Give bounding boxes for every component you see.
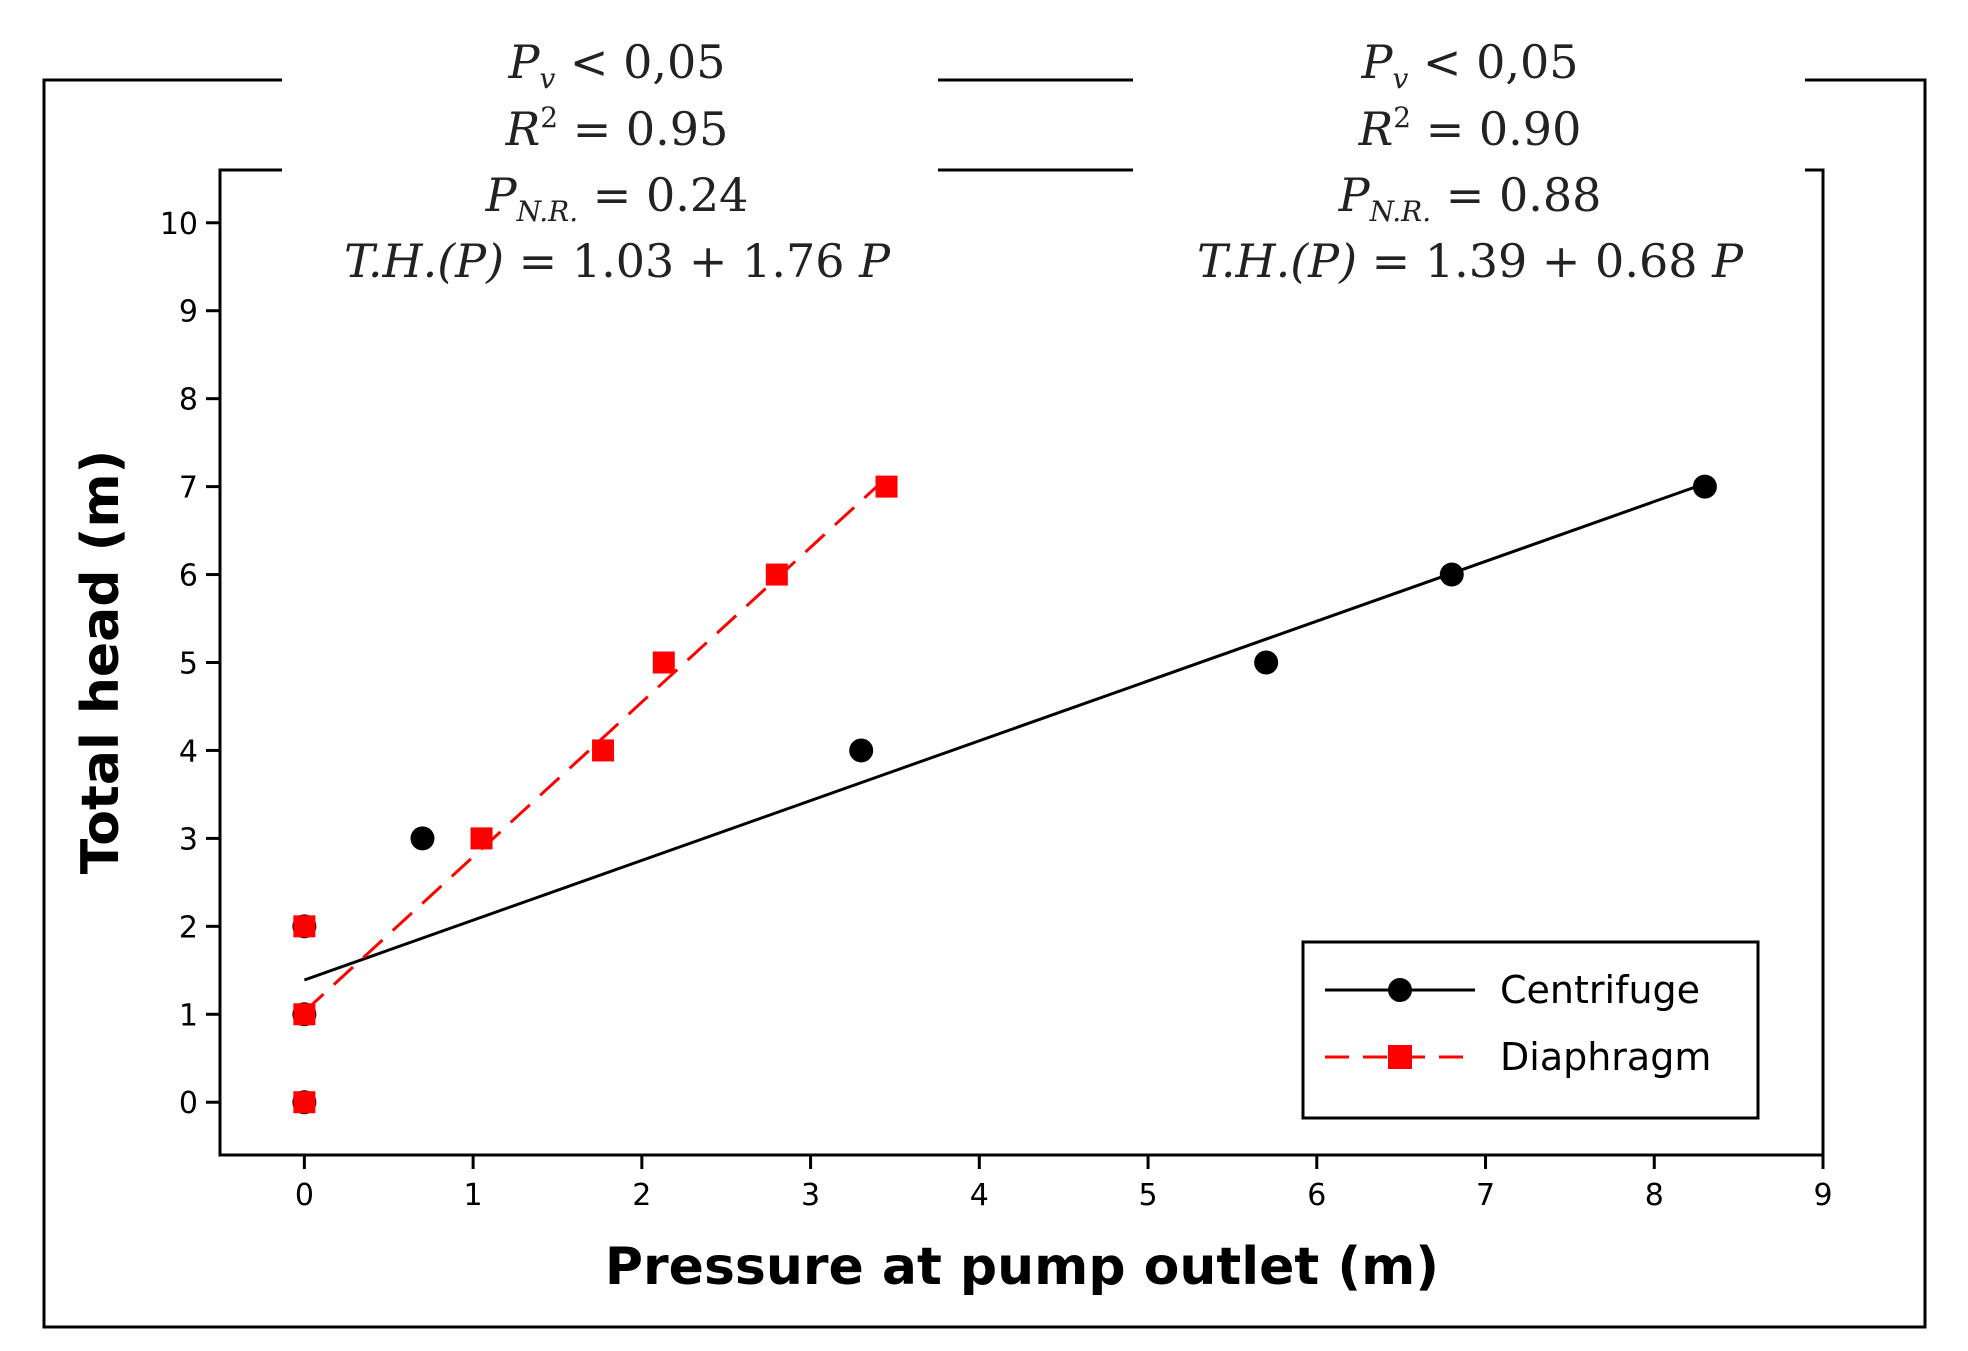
x-tick-label: 9	[1813, 1178, 1832, 1213]
axes: 0 1 2 3 4 5 6 7 8 9 0 1 2 3 4 5 6 7 8 9 10	[160, 207, 1833, 1213]
y-tick-label: 5	[179, 647, 198, 682]
plot-frame	[218, 168, 1825, 1157]
legend: Centrifuge Diaphragm	[1301, 940, 1760, 1120]
annotation-left: Pv < 0,05 R2 = 0.95 PN.R. = 0.24 T.H.(P)…	[344, 35, 891, 288]
x-tick-label: 5	[1139, 1178, 1158, 1213]
equation-left: T.H.(P) = 1.03 + 1.76 P	[344, 234, 891, 288]
legend-diaphragm-label: Diaphragm	[1500, 1035, 1711, 1079]
diaphragm-point	[293, 1003, 316, 1026]
legend-centrifuge-label: Centrifuge	[1500, 968, 1700, 1012]
x-tick-label: 2	[632, 1178, 651, 1213]
diaphragm-point	[293, 1091, 316, 1114]
y-axis-title: Total head (m)	[71, 450, 131, 875]
diaphragm-point	[293, 915, 316, 938]
pv-right: Pv < 0,05	[1361, 35, 1579, 95]
legend-diaphragm-marker	[1388, 1045, 1412, 1069]
annotation-right: Pv < 0,05 R2 = 0.90 PN.R. = 0.88 T.H.(P)…	[1197, 35, 1744, 288]
r2-left: R2 = 0.95	[505, 101, 729, 156]
x-tick-label: 0	[295, 1178, 314, 1213]
centrifuge-point	[1439, 562, 1464, 587]
outer-frame	[42, 78, 1927, 1329]
diaphragm-point	[875, 475, 898, 498]
legend-centrifuge-marker	[1388, 978, 1412, 1002]
pv-left: Pv < 0,05	[508, 35, 726, 95]
centrifuge-point	[1692, 474, 1717, 499]
r2-right: R2 = 0.90	[1358, 101, 1582, 156]
y-tick-label: 6	[179, 559, 198, 594]
x-axis-title: Pressure at pump outlet (m)	[605, 1237, 1439, 1297]
y-tick-label: 7	[179, 471, 198, 506]
x-tick-label: 8	[1645, 1178, 1664, 1213]
y-tick-label: 0	[179, 1086, 198, 1121]
centrifuge-fit-line	[303, 482, 1706, 982]
x-tick-label: 4	[970, 1178, 989, 1213]
x-tick-label: 7	[1476, 1178, 1495, 1213]
diaphragm-point	[765, 563, 788, 586]
equation-right: T.H.(P) = 1.39 + 0.68 P	[1197, 234, 1744, 288]
x-tick-label: 1	[464, 1178, 483, 1213]
y-tick-label: 10	[160, 207, 198, 242]
pnr-left: PN.R. = 0.24	[485, 168, 749, 228]
y-tick-label: 8	[179, 383, 198, 418]
centrifuge-point	[410, 826, 435, 851]
x-tick-label: 3	[801, 1178, 820, 1213]
diaphragm-point	[652, 651, 675, 674]
y-tick-label: 1	[179, 998, 198, 1033]
pnr-right: PN.R. = 0.88	[1338, 168, 1602, 228]
diaphragm-point	[592, 739, 615, 762]
diaphragm-point	[470, 827, 493, 850]
y-tick-label: 2	[179, 910, 198, 945]
fit-lines	[303, 476, 1706, 1013]
data-markers	[292, 474, 1717, 1115]
y-tick-label: 3	[179, 822, 198, 857]
x-tick-label: 6	[1307, 1178, 1326, 1213]
centrifuge-point	[849, 738, 874, 763]
y-tick-label: 4	[179, 734, 198, 769]
centrifuge-point	[1254, 650, 1279, 675]
diaphragm-fit-line	[303, 476, 888, 1013]
legend-box	[1301, 940, 1760, 1120]
y-tick-label: 9	[179, 295, 198, 330]
